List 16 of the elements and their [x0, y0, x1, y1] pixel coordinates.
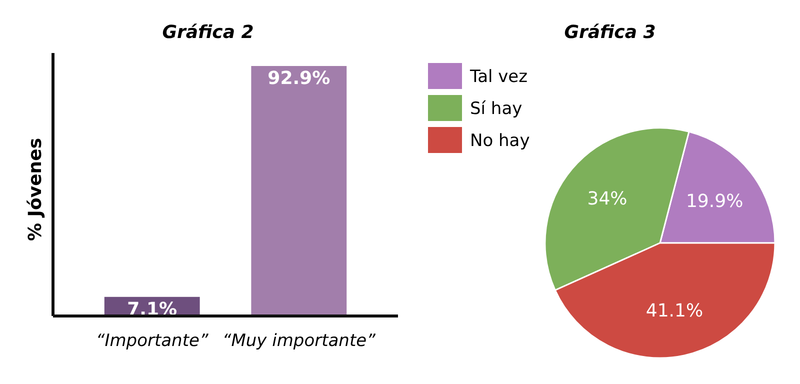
x-tick-label: “Importante”	[96, 331, 208, 351]
legend-label: Sí hay	[470, 99, 522, 119]
x-tick-label: “Muy importante”	[222, 331, 376, 351]
data-label: 92.9%	[268, 68, 330, 89]
data-label: 41.1%	[646, 300, 704, 322]
legend-entry: Sí hay	[428, 95, 522, 121]
data-label: 34%	[587, 188, 628, 210]
data-label: 7.1%	[127, 298, 178, 320]
legend-entry: Tal vez	[428, 63, 528, 89]
legend-label: Tal vez	[469, 67, 528, 87]
legend-entry: No hay	[428, 127, 530, 153]
data-label: 19.9%	[686, 190, 744, 212]
legend-label: No hay	[470, 131, 530, 151]
chart-title: Gráfica 3	[564, 22, 656, 43]
chart-title: Gráfica 2	[162, 22, 254, 43]
y-axis-title: % Jóvenes	[25, 138, 46, 242]
